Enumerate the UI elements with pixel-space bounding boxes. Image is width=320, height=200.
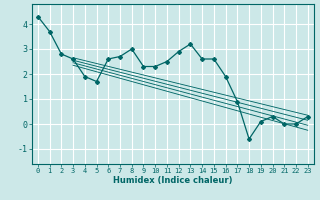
X-axis label: Humidex (Indice chaleur): Humidex (Indice chaleur) [113, 176, 233, 185]
